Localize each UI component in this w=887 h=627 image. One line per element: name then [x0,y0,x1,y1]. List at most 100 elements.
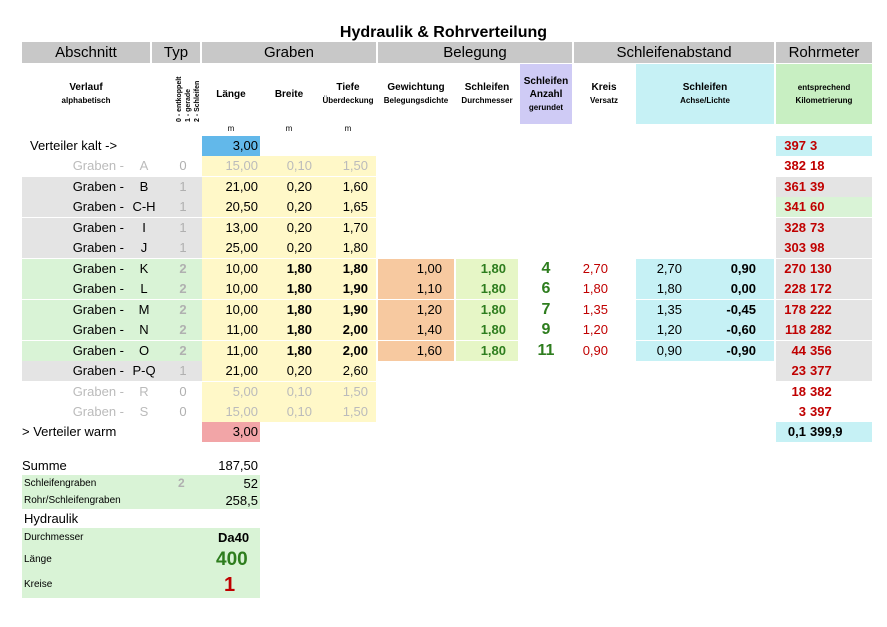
row-id: M [138,301,150,317]
row-lichte: -0,60 [726,322,756,337]
unit-breite: m [285,124,293,133]
header-tiefe: Tiefe Überdeckung [320,64,376,124]
verteiler-warm-rohr: 0,1 399,9 [776,422,872,442]
table-row: Graben - O 2 11,00 1,80 2,00 1,60 1,80 11 0,90 0,9… [22,340,872,361]
row-typ: 2 [179,260,187,276]
row-typ: 2 [179,281,187,296]
row-verteiler-warm: > Verteiler warm 3,00 0,1 399,9 [22,422,872,442]
kreise-value: 1 [224,574,236,596]
row-rohrmeter: 382 18 [776,156,872,176]
schleifengraben-value: 52 [243,476,258,491]
row-laenge: 10,00 [202,279,260,299]
row-kreis: 1,20 [582,322,608,337]
row-breite: 0,20 [260,197,316,217]
summary-hydraulik: Hydraulik [22,510,260,528]
row-breite: 0,20 [260,238,316,258]
summary-laenge: Länge 400 [22,548,260,572]
row-breite: 0,10 [260,402,316,422]
row-achse-bg [636,258,774,279]
row-rohr-b: 356 [810,342,832,358]
header-gewichtung-label: Gewichtung [387,82,445,93]
table-row: Graben - N 2 11,00 1,80 2,00 1,40 1,80 9 1,20 1,20… [22,320,872,340]
row-schleifen: 1,80 [456,279,518,299]
header-verlauf-label: Verlauf [69,82,103,93]
row-rohr-b: 130 [810,260,832,276]
row-id: L [140,281,148,296]
row-typ: 1 [179,178,187,194]
row-typ: 0 [179,404,187,419]
row-breite: 0,10 [260,156,316,176]
row-breite: 1,80 [260,258,316,279]
row-rohr-a: 228 [784,281,806,296]
header-breite: Breite [262,64,316,124]
header-typ: 0 - entkoppelt 1 - gerade 2 - Schleifen [160,64,206,124]
row-rohrmeter: 118 282 [776,320,872,340]
row-anzahl: 4 [541,259,551,277]
table-row: Graben - P-Q 1 21,00 0,20 2,60 23 377 [22,361,872,381]
row-laenge: 20,50 [202,197,260,217]
table-row: Graben - R 0 5,00 0,10 1,50 18 382 [22,381,872,402]
table-row: Graben - M 2 10,00 1,80 1,90 1,20 1,80 7 1,35 1,35… [22,299,872,320]
row-rohrmeter: 23 377 [776,361,872,381]
header-schleifen-label: Schleifen [464,82,510,93]
row-kreis: 0,90 [582,342,608,358]
row-laenge: 21,00 [202,361,260,381]
row-anzahl: 7 [541,300,551,318]
header-anzahl-sub: gerundet [528,102,564,112]
row-rohr-b: 397 [810,404,832,419]
row-label-bg [22,258,202,279]
row-rohr-b: 39 [810,178,825,194]
row-id: R [139,383,149,399]
row-id: S [139,404,149,419]
header-rohrmeter: entsprechend Kilometrierung [776,64,872,124]
row-label: Graben - [72,383,124,399]
row-rohrmeter: 361 39 [776,176,872,197]
row-gewichtung: 1,40 [378,320,454,340]
unit-laenge: m [227,124,235,133]
row-rohr-b: 60 [810,199,825,214]
table-row: Graben - J 1 25,00 0,20 1,80 303 98 [22,238,872,258]
row-rohrmeter: 178 222 [776,299,872,320]
row-rohr-a: 3 [798,404,806,419]
row-typ: 0 [179,383,187,399]
row-tiefe: 1,50 [316,381,376,402]
header-tiefe-sub: Überdeckung [322,96,374,105]
group-rohrmeter: Rohrmeter [776,42,872,63]
row-rohr-a: 328 [784,219,806,235]
row-id: B [139,178,149,194]
row-laenge: 11,00 [202,320,260,340]
table-row: Graben - L 2 10,00 1,80 1,90 1,10 1,80 6 1,80 1,80… [22,279,872,299]
summary-schleifengraben: Schleifengraben 2 52 [22,475,260,492]
row-id: A [139,158,149,173]
row-achse: 2,70 [656,260,682,276]
row-lichte: -0,45 [726,301,756,317]
row-label: Graben - [72,260,124,276]
row-id: N [139,322,149,337]
kreise-label: Kreise [24,579,53,590]
durchmesser-value: Da40 [218,530,250,545]
verteiler-warm-rohr-b: 399,9 [810,424,843,439]
row-kreis: 1,35 [582,301,608,317]
row-breite: 0,20 [260,176,316,197]
row-achse-bg [636,320,774,340]
row-laenge: 13,00 [202,217,260,238]
row-rohr-a: 341 [784,199,806,214]
row-label: Graben - [72,240,124,255]
row-rohr-a: 44 [791,342,806,358]
row-label: Graben - [72,178,124,194]
header-anzahl-label-2: Anzahl [529,88,563,100]
row-laenge: 5,00 [202,381,260,402]
row-id: I [142,219,146,235]
header-achse: Schleifen Achse/Lichte [636,64,774,124]
row-rohrmeter: 44 356 [776,340,872,361]
header-rohr-1: entsprechend [797,83,851,92]
row-lichte: 0,90 [730,260,756,276]
row-breite: 1,80 [260,320,316,340]
row-label-bg [22,361,202,381]
page-title: Hydraulik & Rohrverteilung [339,24,548,41]
row-rohr-b: 98 [810,240,825,255]
table-row: Graben - A 0 15,00 0,10 1,50 382 18 [22,156,872,176]
row-breite: 1,80 [260,279,316,299]
row-typ: 2 [179,342,187,358]
row-label: Graben - [72,363,124,378]
